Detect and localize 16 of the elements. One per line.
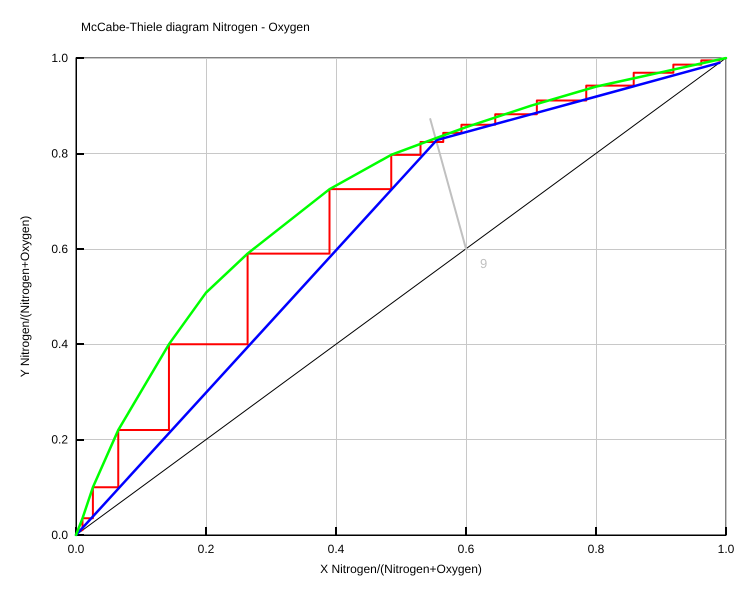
y-tick-label: 0.8 [51,146,68,160]
y-tick-label: 1.0 [51,51,68,65]
x-tick-label: 0.6 [458,542,475,556]
x-axis-title: X Nitrogen/(Nitrogen+Oxygen) [320,562,482,576]
annotation: 9 [480,256,488,271]
y-tick-label: 0.6 [51,242,68,256]
x-tick-label: 1.0 [718,542,735,556]
x-tick-label: 0.2 [198,542,215,556]
y-tick-label: 0.4 [51,337,68,352]
chart-title: McCabe-Thiele diagram Nitrogen - Oxygen [81,20,310,34]
y-axis-title: Y Nitrogen/(Nitrogen+Oxygen) [18,216,32,378]
y-tick-label: 0.2 [51,432,68,447]
x-tick-label: 0.4 [328,542,345,556]
x-tick-label: 0.0 [68,542,85,556]
y-tick-label: 0.0 [51,528,68,542]
x-tick-label: 0.8 [588,542,605,556]
